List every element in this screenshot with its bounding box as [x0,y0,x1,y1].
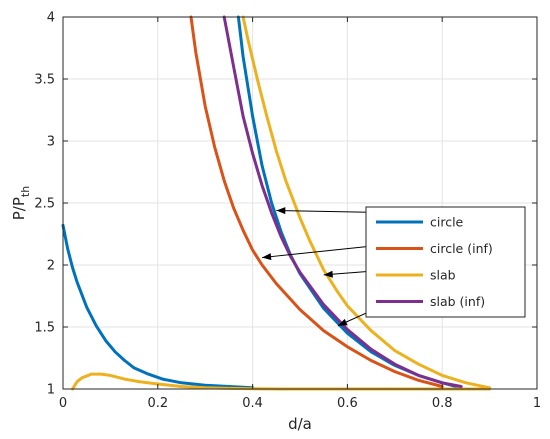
y-tick-label: 1.5 [34,321,55,336]
series-line [222,15,463,388]
x-tick-label: 0.2 [147,396,168,411]
y-tick-label: 2 [47,259,55,274]
x-tick-label: 0.8 [432,396,453,411]
series-line [61,223,255,390]
legend-label: circle (inf) [430,241,493,256]
y-tick-label: 4 [47,11,55,26]
y-axis-label-subscript: th [19,186,32,197]
x-axis-label: d/a [288,415,312,433]
series-line [241,15,492,390]
y-axis-label-main: P/P [10,197,28,220]
x-tick-label: 1 [533,396,541,411]
y-axis-label: P/Pth [10,186,32,220]
series-lines [61,15,492,391]
x-tick-label: 0.4 [242,396,263,411]
legend: circle circle (inf) slab slab (inf) [365,206,526,318]
grid [62,16,538,390]
y-tick-label: 2.5 [34,197,55,212]
x-tick-label: 0.6 [337,396,358,411]
series-line [189,15,444,388]
annotation-arrow-head [262,253,272,261]
x-tick-label: 0 [59,396,67,411]
y-tick-label: 1 [47,383,55,398]
legend-box [365,206,526,318]
y-tick-label: 3 [47,135,55,150]
legend-label: slab (inf) [430,294,485,309]
annotation-arrow-head [337,318,348,326]
annotation-arrow-head [323,270,333,278]
legend-label: slab [430,268,456,283]
annotation-arrow-head [276,207,286,215]
legend-label: circle [430,215,464,230]
y-tick-label: 3.5 [34,73,55,88]
axis-ticks: 0 0.2 0.4 0.6 0.8 1 1 1.5 2 2.5 3 3.5 4 [34,11,541,412]
